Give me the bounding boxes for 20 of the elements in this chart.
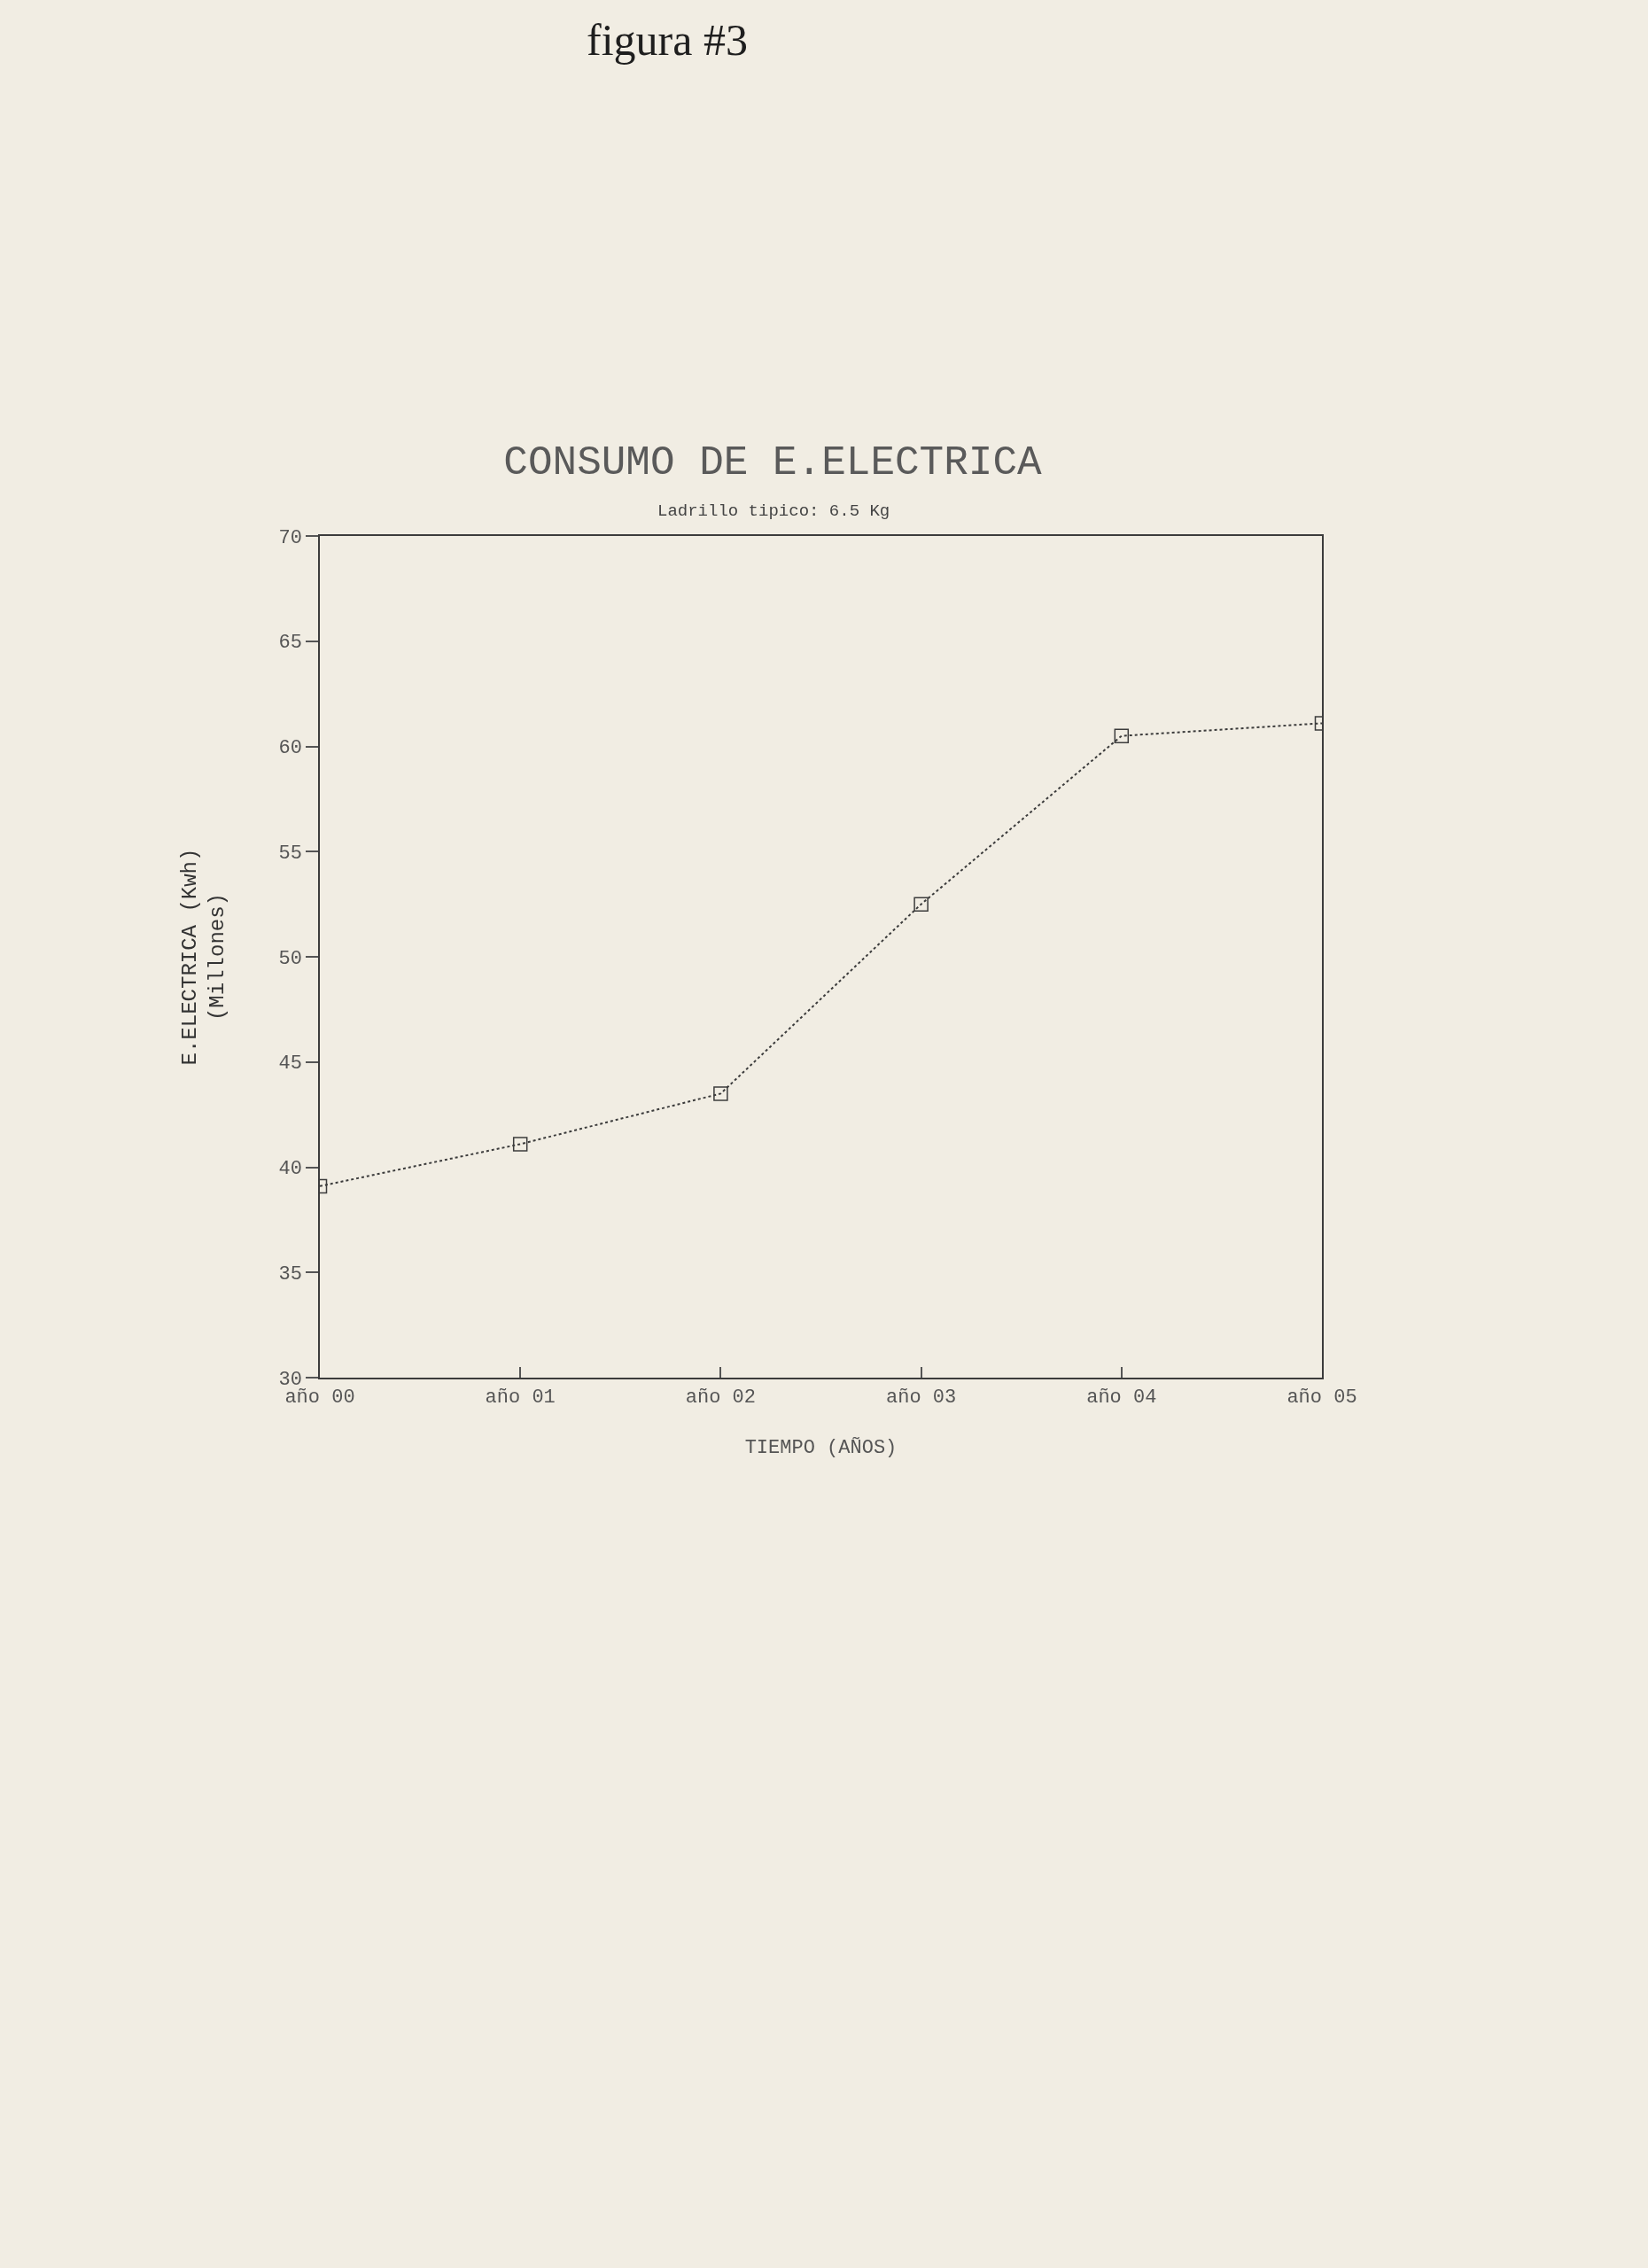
x-tick-label: año 05 — [1287, 1386, 1357, 1410]
x-axis-title: TIEMPO (AÑOS) — [744, 1435, 898, 1459]
y-tick-label: 60 — [278, 737, 302, 760]
y-tick-label: 45 — [278, 1052, 302, 1076]
y-axis-title: E.ELECTRICA (Kwh) (Millones) — [177, 848, 230, 1066]
x-tick-label: año 01 — [485, 1386, 556, 1410]
text: figura #3 — [587, 15, 748, 65]
point — [713, 1086, 728, 1101]
x-tick-label: año 02 — [685, 1386, 757, 1410]
y-tick-label: 55 — [278, 842, 302, 865]
y-tick-label: 70 — [278, 526, 302, 549]
chart-subtitle: Ladrillo tipico: 6.5 Kg — [657, 501, 890, 521]
point — [913, 897, 929, 912]
y-tick-label: 40 — [278, 1158, 302, 1181]
x-tick-label: año 03 — [885, 1386, 957, 1410]
chart-title: CONSUMO DE E.ELECTRICA — [503, 440, 1043, 487]
y-tick-label: 50 — [278, 947, 302, 970]
y-tick-label: 65 — [278, 632, 302, 655]
x-tick-label: año 04 — [1086, 1386, 1157, 1410]
y-tick-label: 35 — [278, 1262, 302, 1285]
